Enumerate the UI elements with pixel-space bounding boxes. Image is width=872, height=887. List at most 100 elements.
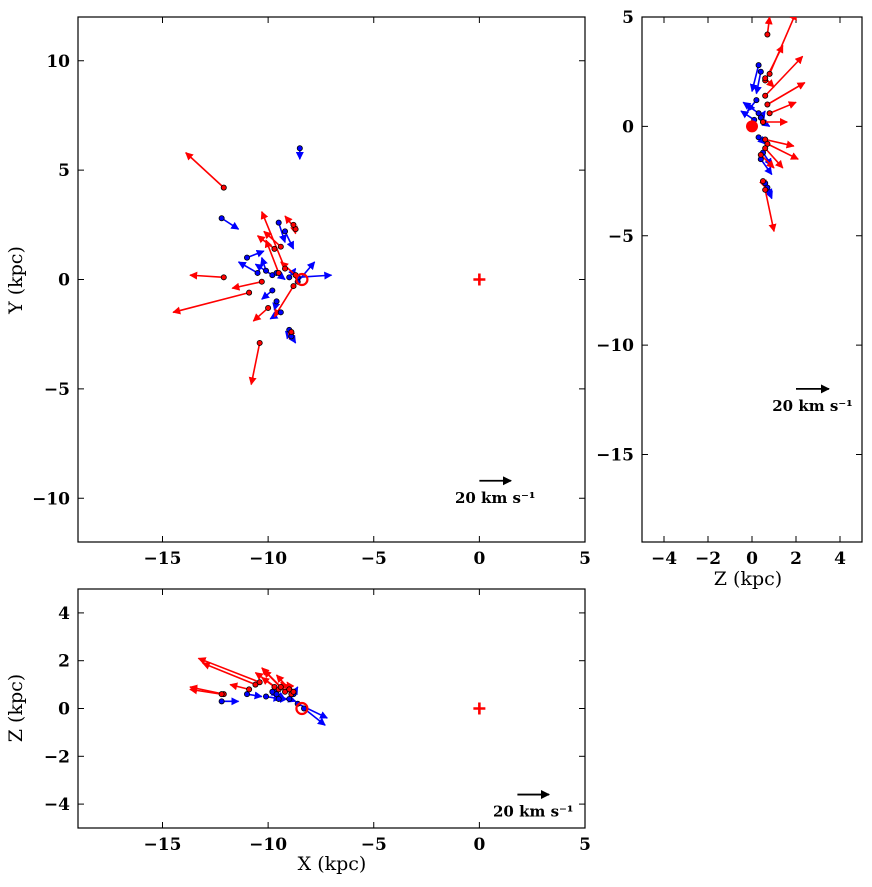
y-tick-label: 0 — [58, 271, 70, 291]
red-star-point — [290, 283, 297, 290]
y-tick-label: 2 — [58, 652, 70, 672]
red-star-point — [256, 339, 263, 346]
blue-star-point — [273, 691, 280, 698]
red-star-point — [290, 221, 297, 228]
scale-arrow-label: 20 km s⁻¹ — [493, 803, 574, 821]
red-star-point — [764, 101, 771, 108]
red-star-point — [288, 328, 295, 335]
panel-xy: −15 −10 −5 0 5 −10 −5 0 5 10 20 km s⁻¹ — [32, 16, 591, 569]
x-tick-label: −4 — [651, 549, 677, 569]
red-velocity-arrow — [252, 307, 269, 322]
x-tick-label: 5 — [579, 835, 591, 855]
panel-zy: −4 −2 0 2 4 −15 −10 −5 0 5 20 km s⁻¹ — [596, 8, 863, 569]
red-star-point — [762, 92, 769, 99]
blue-star-point — [263, 693, 270, 700]
x-tick-label: −5 — [361, 835, 387, 855]
blue-star-point — [301, 705, 308, 712]
blue-velocity-arrow — [297, 271, 333, 280]
red-velocity-arrow — [769, 101, 797, 114]
xlabel-xz: X (kpc) — [298, 853, 367, 875]
y-tick-label: 0 — [58, 700, 70, 720]
red-star-point — [218, 691, 225, 698]
axes-frame — [77, 16, 586, 543]
blue-star-point — [269, 287, 276, 294]
red-velocity-arrow — [280, 261, 297, 276]
red-star-point — [220, 184, 227, 191]
blue-star-point — [243, 254, 250, 261]
y-tick-label: 4 — [58, 604, 70, 624]
blue-star-point — [286, 274, 293, 281]
blue-star-point — [275, 219, 282, 226]
red-velocity-arrow — [172, 291, 250, 315]
scale-arrow-label: 20 km s⁻¹ — [455, 489, 536, 507]
y-tick-label: 10 — [46, 52, 70, 72]
sun-marker — [295, 272, 309, 287]
red-velocity-arrow — [201, 662, 256, 686]
plot-area — [189, 657, 486, 726]
x-tick-label: 0 — [473, 835, 485, 855]
ylabel-xy: Y (kpc) — [5, 246, 27, 315]
x-tick-label: −15 — [144, 549, 182, 569]
red-star-point — [762, 75, 769, 82]
y-tick-label: −10 — [32, 489, 70, 509]
red-star-point — [762, 145, 769, 152]
red-star-point — [277, 683, 284, 690]
red-velocity-arrow — [273, 285, 295, 318]
blue-star-point — [282, 228, 289, 235]
axes-frame — [77, 588, 586, 829]
red-velocity-arrow — [760, 154, 775, 169]
xlabel-zy: Z (kpc) — [714, 568, 782, 590]
blue-star-point — [273, 298, 280, 305]
y-tick-label: 5 — [622, 8, 634, 28]
x-tick-label: −10 — [249, 549, 287, 569]
blue-star-point — [277, 309, 284, 316]
blue-star-point — [755, 62, 762, 69]
sun-marker — [295, 701, 309, 716]
y-tick-label: −5 — [608, 227, 634, 247]
y-tick-label: −15 — [596, 446, 634, 466]
red-star-point — [766, 70, 773, 77]
blue-velocity-arrow — [277, 222, 287, 244]
scale-arrow-label: 20 km s⁻¹ — [772, 397, 853, 415]
ylabel-xz: Z (kpc) — [5, 674, 27, 742]
red-star-point — [757, 151, 764, 158]
red-velocity-arrow — [229, 682, 250, 691]
x-tick-label: −2 — [695, 549, 721, 569]
galactic-center-marker — [473, 702, 486, 715]
blue-star-point — [254, 269, 261, 276]
blue-velocity-arrow — [742, 101, 760, 114]
y-tick-label: −2 — [44, 747, 70, 767]
blue-star-point — [296, 145, 303, 152]
red-star-point — [277, 243, 284, 250]
red-star-point — [271, 245, 278, 252]
red-velocity-arrow — [248, 342, 261, 386]
panel-xz: −15 −10 −5 0 5 −4 −2 0 2 4 20 km s⁻¹ — [44, 588, 591, 855]
x-tick-label: −15 — [144, 835, 182, 855]
red-star-point — [220, 274, 227, 281]
blue-velocity-arrow — [297, 261, 316, 283]
x-tick-label: −5 — [361, 549, 387, 569]
red-star-point — [282, 265, 289, 272]
y-tick-label: 0 — [622, 117, 634, 137]
red-velocity-arrow — [260, 210, 286, 269]
blue-velocity-arrow — [284, 231, 295, 250]
blue-star-point — [755, 134, 762, 141]
red-star-point — [760, 119, 767, 126]
red-velocity-arrow — [764, 189, 777, 233]
red-velocity-arrow — [197, 657, 260, 683]
x-tick-label: 0 — [746, 549, 758, 569]
x-tick-label: 4 — [834, 549, 846, 569]
plot-area — [740, 17, 806, 233]
red-star-point — [764, 31, 771, 38]
x-tick-label: 2 — [790, 549, 802, 569]
red-star-point — [760, 178, 767, 185]
red-star-point — [766, 110, 773, 117]
red-star-point — [290, 688, 297, 695]
blue-velocity-arrow — [246, 249, 265, 259]
y-tick-label: −10 — [596, 336, 634, 356]
blue-velocity-arrow — [221, 217, 240, 230]
x-tick-label: 0 — [473, 549, 485, 569]
red-star-point — [256, 679, 263, 686]
galactic-center-marker — [473, 273, 486, 286]
